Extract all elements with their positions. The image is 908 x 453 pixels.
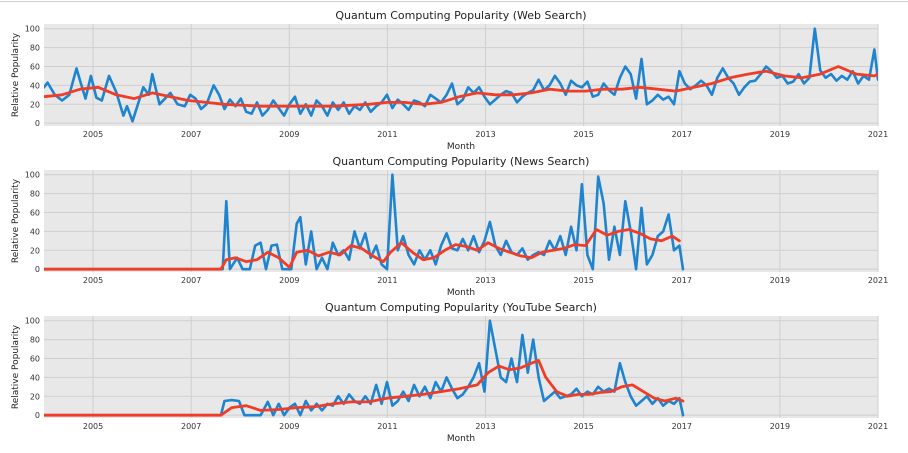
y-axis-label: Relative Popularity — [11, 324, 21, 409]
y-tick-label: 100 — [25, 317, 40, 326]
x-tick-label: 2013 — [475, 276, 495, 285]
x-axis-label: Month — [447, 142, 475, 152]
y-tick-label: 60 — [30, 209, 40, 218]
x-tick-label: 2013 — [475, 422, 495, 431]
chart-panel-2: 0 20 40 60 80 100 2005 2007 2009 2011 2013 2015 2017… — [11, 155, 888, 298]
y-axis-label: Relative Popularity — [11, 32, 21, 117]
chart-title: Quantum Computing Popularity (YouTube Se… — [325, 301, 597, 314]
y-tick-label: 0 — [35, 411, 40, 420]
y-tick-label: 80 — [30, 336, 40, 345]
y-tick-label: 40 — [30, 373, 40, 382]
x-tick-label: 2007 — [181, 276, 201, 285]
plot-area — [44, 24, 878, 126]
y-tick-label: 80 — [30, 190, 40, 199]
x-tick-label: 2007 — [181, 422, 201, 431]
x-tick-label: 2005 — [83, 130, 103, 139]
x-tick-label: 2015 — [573, 422, 593, 431]
series-line-smoothed — [44, 228, 681, 271]
y-tick-label: 20 — [30, 100, 40, 109]
series-line-smoothed — [44, 359, 685, 417]
series-line-raw — [44, 319, 685, 417]
y-tick-label: 0 — [35, 119, 40, 128]
x-tick-label: 2007 — [181, 130, 201, 139]
y-tick-label: 60 — [30, 355, 40, 364]
x-tick-label: 2021 — [868, 422, 888, 431]
chart-title: Quantum Computing Popularity (Web Search… — [335, 9, 586, 22]
x-tick-label: 2021 — [868, 276, 888, 285]
x-tick-label: 2009 — [279, 422, 299, 431]
y-tick-label: 40 — [30, 81, 40, 90]
y-tick-label: 100 — [25, 171, 40, 180]
x-tick-label: 2019 — [770, 276, 790, 285]
plot-area — [44, 316, 878, 418]
x-tick-label: 2013 — [475, 130, 495, 139]
x-tick-label: 2015 — [573, 130, 593, 139]
series-line-raw — [44, 27, 878, 123]
x-tick-label: 2021 — [868, 130, 888, 139]
plot-area — [44, 170, 878, 272]
x-tick-label: 2017 — [672, 276, 692, 285]
x-tick-label: 2015 — [573, 276, 593, 285]
x-axis-label: Month — [447, 288, 475, 298]
x-tick-label: 2011 — [377, 422, 397, 431]
x-tick-label: 2019 — [770, 130, 790, 139]
chart-title: Quantum Computing Popularity (News Searc… — [333, 155, 590, 168]
y-axis-label: Relative Popularity — [11, 178, 21, 263]
x-tick-label: 2017 — [672, 130, 692, 139]
y-tick-label: 0 — [35, 265, 40, 274]
x-tick-label: 2011 — [377, 276, 397, 285]
y-tick-label: 80 — [30, 44, 40, 53]
x-tick-label: 2017 — [672, 422, 692, 431]
x-tick-label: 2019 — [770, 422, 790, 431]
chart-panel-3: 0 20 40 60 80 100 2005 2007 2009 2011 2013 2015 2017… — [11, 301, 888, 444]
x-tick-label: 2009 — [279, 130, 299, 139]
top-divider — [0, 1, 908, 2]
x-axis-label: Month — [447, 434, 475, 444]
y-tick-label: 20 — [30, 246, 40, 255]
series-line-raw — [44, 173, 685, 271]
y-tick-label: 40 — [30, 227, 40, 236]
y-tick-label: 100 — [25, 25, 40, 34]
chart-panel-1: 0 20 40 60 80 100 2005 2007 2009 2011 2013 2015 2017… — [11, 9, 888, 152]
x-tick-label: 2005 — [83, 422, 103, 431]
y-tick-label: 20 — [30, 392, 40, 401]
x-tick-label: 2011 — [377, 130, 397, 139]
x-tick-label: 2005 — [83, 276, 103, 285]
series-line-smoothed — [44, 65, 878, 108]
y-tick-label: 60 — [30, 63, 40, 72]
x-tick-label: 2009 — [279, 276, 299, 285]
